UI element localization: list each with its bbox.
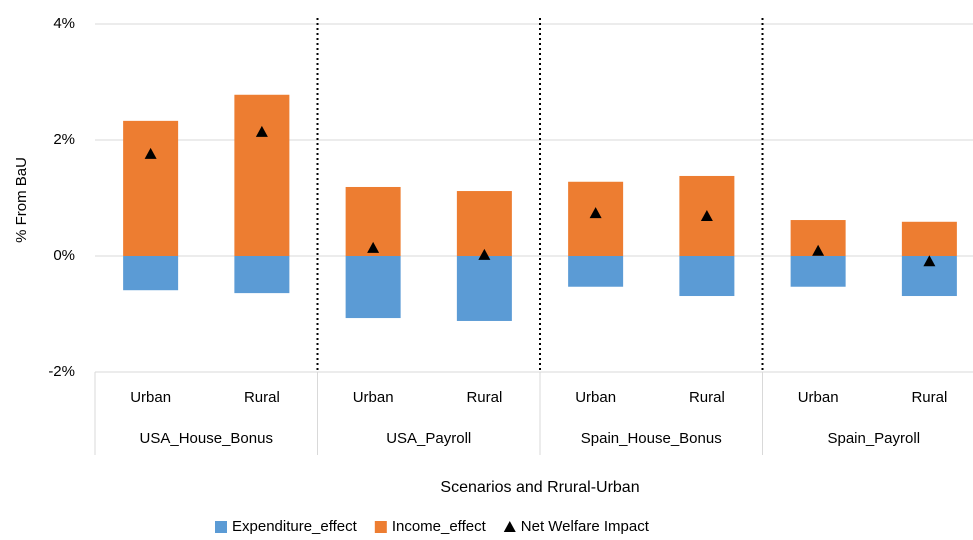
x-tick-label: Rural [689, 389, 725, 406]
net-marker [367, 241, 380, 253]
legend-swatch [374, 521, 387, 533]
bar [345, 256, 401, 319]
group-label: Spain_Payroll [827, 430, 920, 447]
legend-swatch [503, 521, 516, 532]
group-label: USA_House_Bonus [140, 430, 273, 447]
x-tick-label: Rural [911, 389, 947, 406]
bar [568, 181, 624, 256]
group-label: USA_Payroll [386, 430, 471, 447]
bar [123, 256, 179, 291]
net-marker [144, 147, 157, 159]
y-tick-label: 0% [53, 247, 75, 264]
bar [568, 256, 624, 287]
bar [234, 256, 290, 294]
bar [123, 120, 179, 256]
legend-swatch [215, 521, 227, 533]
y-tick-label: -2% [48, 363, 75, 380]
x-tick-label: Urban [575, 389, 616, 406]
net-marker [700, 209, 713, 221]
y-tick-label: 2% [53, 131, 75, 148]
group-label: Spain_House_Bonus [581, 430, 722, 447]
legend-label: Income_effect [392, 518, 487, 535]
x-axis-title: Scenarios and Rrural-Urban [440, 479, 639, 496]
net-marker [478, 248, 491, 260]
bar [456, 256, 512, 321]
bar [790, 256, 846, 287]
x-tick-label: Rural [466, 389, 502, 406]
x-tick-label: Rural [244, 389, 280, 406]
x-tick-label: Urban [798, 389, 839, 406]
x-tick-label: Urban [130, 389, 171, 406]
net-marker [255, 125, 268, 137]
bar [234, 94, 290, 256]
x-tick-label: Urban [353, 389, 394, 406]
net-marker [923, 255, 936, 267]
y-axis-title: % From BaU [13, 157, 30, 243]
legend-label: Expenditure_effect [232, 518, 358, 535]
net-marker [812, 244, 825, 256]
y-tick-label: 4% [53, 15, 75, 32]
bar [901, 221, 957, 256]
bar [679, 256, 735, 297]
net-marker [589, 207, 602, 219]
legend-label: Net Welfare Impact [521, 518, 650, 535]
bar [456, 191, 512, 256]
